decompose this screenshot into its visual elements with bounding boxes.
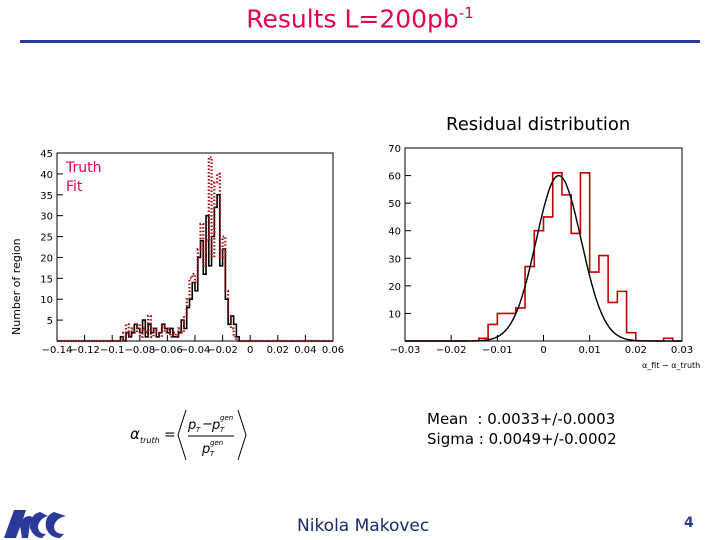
lal-logo-icon xyxy=(4,510,66,538)
right-x-tick-label: 0 xyxy=(540,345,546,356)
right-plot-frame xyxy=(404,147,683,342)
right-y-tick-label: 30 xyxy=(388,254,401,265)
formula-num-b-sup: gen xyxy=(220,414,233,422)
left-x-tick-labels: −0.14−0.12 −0.1 −0.08−0.06−0.04−0.02 0 0.02 0… xyxy=(42,335,344,356)
formula-num-b: p xyxy=(211,418,220,433)
right-y-tick-label: 70 xyxy=(388,144,401,155)
left-y-tick-label: 40 xyxy=(40,170,53,181)
left-x-tick-label: 0.06 xyxy=(322,345,344,356)
left-series-truth xyxy=(57,193,333,342)
right-gaussian-fit-curve xyxy=(405,174,682,342)
page-number: 4 xyxy=(684,515,694,531)
left-y-tick-label: 45 xyxy=(40,149,53,160)
left-x-tick-label: −0.1 xyxy=(100,345,124,356)
footer-author: Nikola Makovec xyxy=(297,516,430,536)
left-x-tick-label: −0.14 xyxy=(42,345,73,356)
formula-den-sup: gen xyxy=(210,439,223,447)
left-x-tick-label: −0.12 xyxy=(69,345,100,356)
formula-den-sub: T xyxy=(210,450,215,458)
alpha-truth-formula: α truth = p T − p T gen p T gen xyxy=(130,409,247,461)
left-y-tick-label: 15 xyxy=(40,274,53,285)
right-x-tick-label: 0.02 xyxy=(625,345,647,356)
right-y-tick-label: 40 xyxy=(388,227,401,238)
legend-entry-truth: Truth xyxy=(65,160,102,176)
formula-equals: = xyxy=(164,427,176,443)
slide-title-main: Results L=200pb xyxy=(246,4,459,34)
right-x-tick-label: 0.03 xyxy=(671,345,693,356)
left-x-tick-label: −0.08 xyxy=(124,345,155,356)
right-x-tick-label: −0.03 xyxy=(390,345,421,356)
right-x-tick-label: −0.02 xyxy=(436,345,467,356)
left-plot-frame xyxy=(56,152,334,342)
legend-entry-fit: Fit xyxy=(66,179,83,195)
stat-sigma: Sigma : 0.0049+/-0.0002 xyxy=(427,430,617,448)
left-y-tick-label: 10 xyxy=(40,295,53,306)
fit-statistics: Mean : 0.0033+/-0.0003 Sigma : 0.0049+/-0… xyxy=(427,409,617,449)
left-y-tick-labels: 5 10 15 20 25 30 35 40 45 xyxy=(40,149,63,327)
left-y-tick-label: 25 xyxy=(40,233,53,244)
right-x-axis-label: α_fit − α_truth xyxy=(642,361,700,370)
left-series-group xyxy=(57,156,333,343)
left-x-tick-label: 0.04 xyxy=(294,345,316,356)
slide-title: Results L=200pb-1 xyxy=(0,4,720,33)
right-y-tick-label: 50 xyxy=(388,199,401,210)
left-x-tick-label: 0.02 xyxy=(267,345,289,356)
right-x-tick-labels: −0.03 −0.02 −0.01 0 0.01 0.02 0.03 xyxy=(390,335,693,356)
right-series-group xyxy=(405,172,682,342)
formula-num-a-sub: T xyxy=(196,426,201,434)
right-x-tick-label: −0.01 xyxy=(482,345,513,356)
right-x-tick-label: 0.01 xyxy=(579,345,601,356)
left-y-tick-label: 35 xyxy=(40,191,53,202)
residual-histogram-chart: 10 20 30 40 50 60 70 −0.03 −0.02 −0.01 0 0.01 0.02 0… xyxy=(388,144,700,370)
title-underline xyxy=(20,40,700,43)
right-y-tick-label: 20 xyxy=(388,282,401,293)
formula-left-bracket xyxy=(177,409,187,461)
left-y-tick-label: 30 xyxy=(40,212,53,223)
right-y-tick-label: 60 xyxy=(388,172,401,183)
residual-chart-title: Residual distribution xyxy=(446,114,631,135)
formula-den: p xyxy=(201,442,210,457)
right-y-tick-label: 10 xyxy=(388,309,401,320)
right-y-tick-labels: 10 20 30 40 50 60 70 xyxy=(388,144,411,320)
left-x-tick-label: 0 xyxy=(247,345,253,356)
right-axes-frame xyxy=(404,147,683,342)
left-x-tick-label: −0.04 xyxy=(180,345,211,356)
left-y-tick-label: 20 xyxy=(40,253,53,264)
formula-num-a: p xyxy=(187,418,196,433)
formula-lhs: α xyxy=(130,425,140,443)
slide-title-superscript: -1 xyxy=(458,4,474,22)
left-series-fit xyxy=(57,156,333,343)
formula-num-b-sub: T xyxy=(220,426,225,434)
stat-mean: Mean : 0.0033+/-0.0003 xyxy=(427,410,616,428)
left-y-tick-label: 5 xyxy=(47,316,53,327)
formula-right-bracket xyxy=(237,409,247,461)
left-y-axis-label: Number of region xyxy=(10,238,23,335)
right-series-residuals xyxy=(405,172,682,342)
left-x-tick-label: −0.06 xyxy=(152,345,183,356)
left-x-tick-label: −0.02 xyxy=(207,345,238,356)
left-axes-frame xyxy=(56,152,334,342)
formula-minus: − xyxy=(202,417,213,432)
formula-lhs-sub: truth xyxy=(140,436,160,445)
